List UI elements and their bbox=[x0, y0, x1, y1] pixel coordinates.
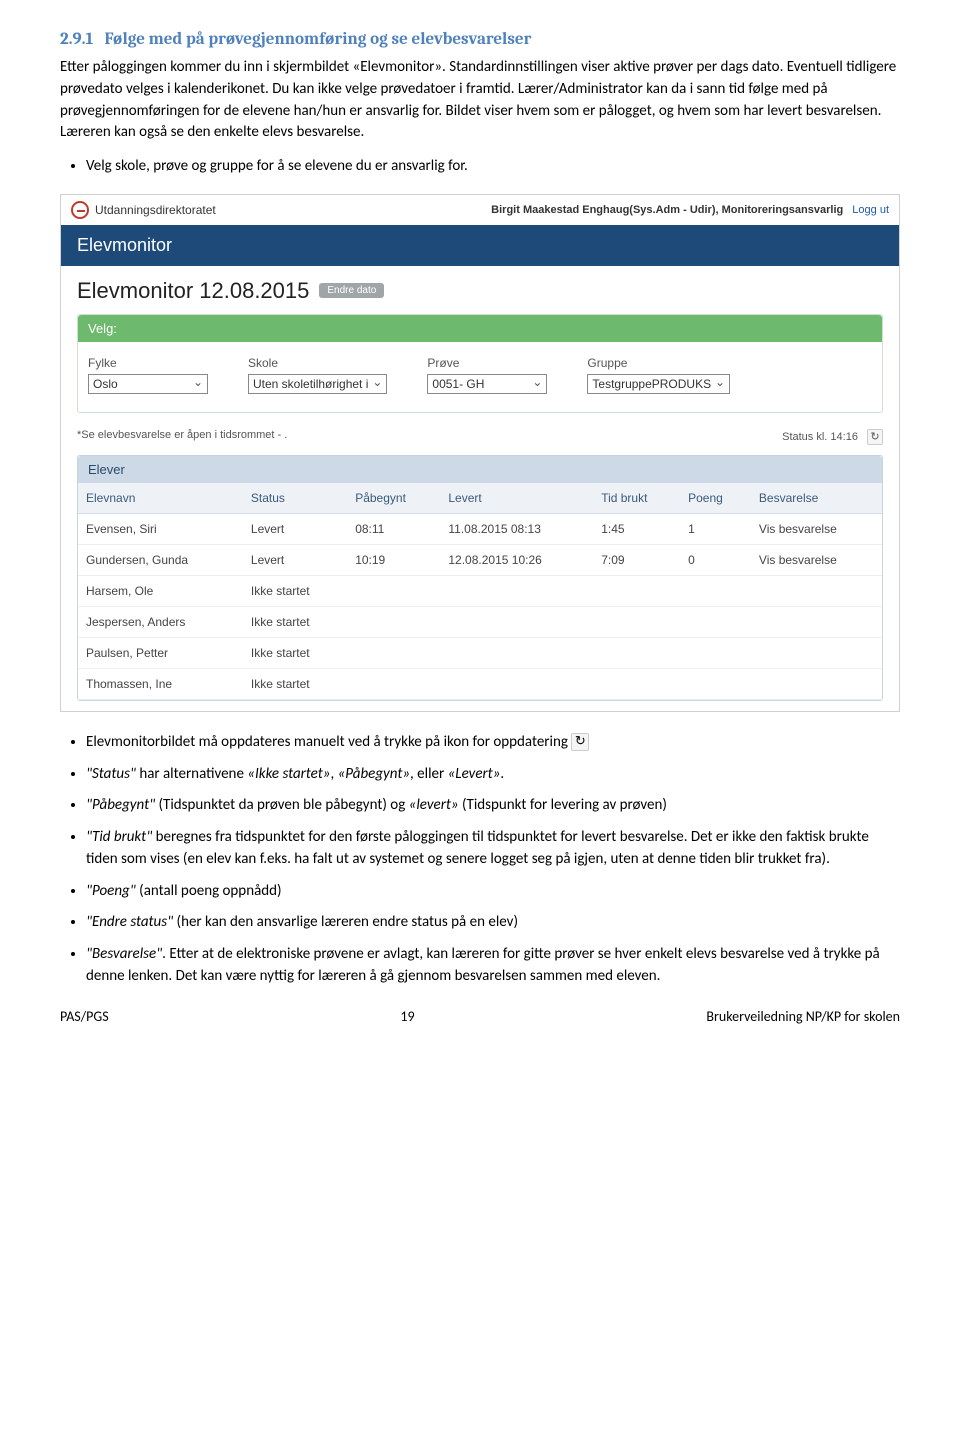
logout-link[interactable]: Logg ut bbox=[852, 204, 889, 216]
table-cell: Ikke startet bbox=[243, 668, 347, 699]
table-cell bbox=[593, 606, 680, 637]
table-row: Gundersen, GundaLevert10:1912.08.2015 10… bbox=[78, 544, 882, 575]
reload-icon: ↻ bbox=[571, 733, 589, 751]
footer-left: PAS/PGS bbox=[60, 1008, 109, 1025]
filter-panel: Velg: Fylke Oslo Skole Uten skoletilhøri… bbox=[77, 314, 883, 413]
footer-page-number: 19 bbox=[400, 1008, 414, 1025]
table-cell: Harsem, Ole bbox=[78, 575, 243, 606]
table-cell: Evensen, Siri bbox=[78, 513, 243, 544]
table-cell: 7:09 bbox=[593, 544, 680, 575]
table-cell: Jespersen, Anders bbox=[78, 606, 243, 637]
table-row: Paulsen, PetterIkke startet bbox=[78, 637, 882, 668]
skole-label: Skole bbox=[248, 356, 387, 370]
table-cell: 08:11 bbox=[347, 513, 440, 544]
filter-panel-header: Velg: bbox=[78, 315, 882, 342]
page-banner: Elevmonitor bbox=[61, 225, 899, 266]
list-item: "Påbegynt" (Tidspunktet da prøven ble på… bbox=[86, 795, 900, 817]
table-cell bbox=[680, 606, 751, 637]
list-item: "Besvarelse". Etter at de elektroniske p… bbox=[86, 944, 900, 988]
students-panel-header: Elever bbox=[78, 456, 882, 483]
intro-paragraph: Etter påloggingen kommer du inn i skjerm… bbox=[60, 57, 900, 144]
bullet-instruction: Velg skole, prøve og gruppe for å se ele… bbox=[86, 156, 900, 178]
table-cell bbox=[440, 637, 593, 668]
list-item: "Endre status" (her kan den ansvarlige l… bbox=[86, 912, 900, 934]
list-item: Elevmonitorbildet må oppdateres manuelt … bbox=[86, 732, 900, 754]
table-column-header: Poeng bbox=[680, 483, 751, 514]
table-cell: 12.08.2015 10:26 bbox=[440, 544, 593, 575]
org-name: Utdanningsdirektoratet bbox=[95, 203, 216, 217]
table-column-header: Påbegynt bbox=[347, 483, 440, 514]
page-footer: PAS/PGS 19 Brukerveiledning NP/KP for sk… bbox=[60, 1008, 900, 1025]
section-heading: 2.9.1 Følge med på prøvegjennomføring og… bbox=[60, 30, 900, 49]
table-row: Evensen, SiriLevert08:1111.08.2015 08:13… bbox=[78, 513, 882, 544]
table-cell bbox=[751, 637, 882, 668]
panel-title: Elevmonitor 12.08.2015 bbox=[77, 278, 309, 304]
table-cell bbox=[593, 637, 680, 668]
table-column-header: Elevnavn bbox=[78, 483, 243, 514]
table-cell: 11.08.2015 08:13 bbox=[440, 513, 593, 544]
table-cell: Thomassen, Ine bbox=[78, 668, 243, 699]
table-cell bbox=[440, 606, 593, 637]
table-cell bbox=[593, 575, 680, 606]
table-cell: Levert bbox=[243, 513, 347, 544]
table-column-header: Levert bbox=[440, 483, 593, 514]
table-cell: 1:45 bbox=[593, 513, 680, 544]
list-item: "Poeng" (antall poeng oppnådd) bbox=[86, 881, 900, 903]
change-date-button[interactable]: Endre dato bbox=[319, 283, 384, 298]
footer-right: Brukerveiledning NP/KP for skolen bbox=[706, 1008, 900, 1025]
table-column-header: Tid brukt bbox=[593, 483, 680, 514]
open-time-notice: *Se elevbesvarelse er åpen i tidsrommet … bbox=[77, 429, 287, 445]
section-title: Følge med på prøvegjennomføring og se el… bbox=[105, 30, 532, 49]
table-cell bbox=[593, 668, 680, 699]
table-cell bbox=[680, 637, 751, 668]
students-table: ElevnavnStatusPåbegyntLevertTid bruktPoe… bbox=[78, 483, 882, 700]
elevmonitor-screenshot: Utdanningsdirektoratet Birgit Maakestad … bbox=[60, 194, 900, 712]
logged-in-user: Birgit Maakestad Enghaug(Sys.Adm - Udir)… bbox=[491, 204, 843, 216]
table-cell bbox=[347, 668, 440, 699]
table-cell bbox=[347, 637, 440, 668]
reload-icon[interactable]: ↻ bbox=[867, 429, 883, 445]
table-cell bbox=[440, 575, 593, 606]
students-panel: Elever ElevnavnStatusPåbegyntLevertTid b… bbox=[77, 455, 883, 701]
table-cell bbox=[751, 668, 882, 699]
fylke-label: Fylke bbox=[88, 356, 208, 370]
udir-logo-icon bbox=[71, 201, 89, 219]
table-cell: Paulsen, Petter bbox=[78, 637, 243, 668]
list-item: "Tid brukt" beregnes fra tidspunktet for… bbox=[86, 827, 900, 871]
table-cell: Levert bbox=[243, 544, 347, 575]
table-column-header: Besvarelse bbox=[751, 483, 882, 514]
table-cell[interactable]: Vis besvarelse bbox=[751, 513, 882, 544]
table-cell: Ikke startet bbox=[243, 637, 347, 668]
table-column-header: Status bbox=[243, 483, 347, 514]
table-cell bbox=[751, 606, 882, 637]
table-cell: 1 bbox=[680, 513, 751, 544]
table-cell bbox=[347, 575, 440, 606]
table-cell bbox=[347, 606, 440, 637]
table-cell bbox=[680, 668, 751, 699]
table-row: Thomassen, IneIkke startet bbox=[78, 668, 882, 699]
table-row: Jespersen, AndersIkke startet bbox=[78, 606, 882, 637]
table-cell bbox=[440, 668, 593, 699]
prove-select[interactable]: 0051- GH bbox=[427, 374, 547, 394]
gruppe-select[interactable]: TestgruppePRODUKS bbox=[587, 374, 730, 394]
prove-label: Prøve bbox=[427, 356, 547, 370]
status-time: Status kl. 14:16 bbox=[782, 431, 858, 443]
table-cell bbox=[751, 575, 882, 606]
fylke-select[interactable]: Oslo bbox=[88, 374, 208, 394]
table-cell: Ikke startet bbox=[243, 606, 347, 637]
table-cell: Gundersen, Gunda bbox=[78, 544, 243, 575]
gruppe-label: Gruppe bbox=[587, 356, 730, 370]
table-cell: 10:19 bbox=[347, 544, 440, 575]
table-cell: 0 bbox=[680, 544, 751, 575]
section-number: 2.9.1 bbox=[60, 30, 93, 49]
list-item: "Status" har alternativene «Ikke startet… bbox=[86, 764, 900, 786]
table-cell bbox=[680, 575, 751, 606]
table-cell[interactable]: Vis besvarelse bbox=[751, 544, 882, 575]
table-row: Harsem, OleIkke startet bbox=[78, 575, 882, 606]
table-cell: Ikke startet bbox=[243, 575, 347, 606]
skole-select[interactable]: Uten skoletilhørighet i bbox=[248, 374, 387, 394]
